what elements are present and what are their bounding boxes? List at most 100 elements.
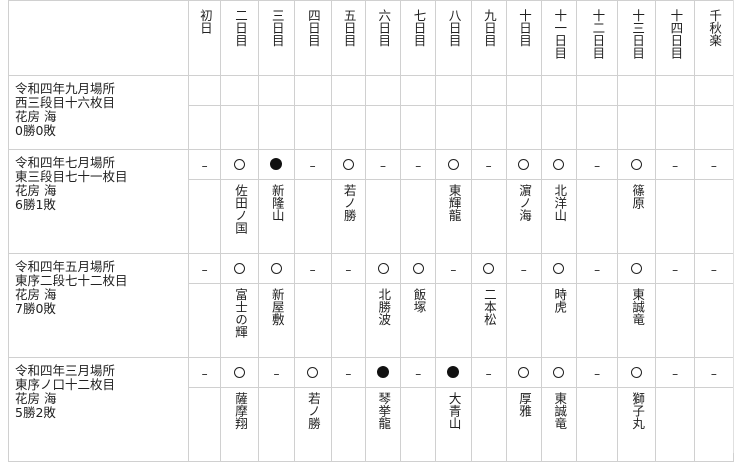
- opponent-cell: [187, 179, 222, 254]
- opponent-cell: [505, 283, 542, 358]
- basho-label-cell: 令和四年五月場所 東序二段七十二枚目 花房 海 7勝0敗: [8, 253, 189, 358]
- day-header-15: 千秋楽: [693, 0, 734, 76]
- result-cell: [364, 75, 402, 106]
- result-cell: –: [693, 357, 734, 388]
- result-cell: [220, 357, 260, 388]
- result-cell: [293, 357, 332, 388]
- result-cell: –: [576, 357, 619, 388]
- no-bout-dash: –: [380, 159, 387, 173]
- opponent-cell: [693, 105, 734, 150]
- opponent-name: 時虎: [552, 288, 568, 313]
- result-cell: –: [187, 253, 222, 284]
- win-circle-icon: [234, 263, 246, 274]
- win-circle-icon: [553, 367, 565, 378]
- result-cell: [187, 75, 222, 106]
- opponent-name: 佐田ノ国: [233, 184, 248, 234]
- result-cell: [617, 357, 657, 388]
- no-bout-dash: –: [201, 263, 208, 277]
- day-header-row: 初日 二日目 三日目 四日目 五日目 六日目 七日目 八日目 九日目 十日目 十一日目 十二日目 十三日…: [8, 0, 734, 76]
- opponent-cell: 北洋山: [540, 179, 578, 254]
- opponent-name: 北洋山: [552, 184, 568, 222]
- win-circle-icon: [412, 263, 424, 274]
- result-cell: –: [693, 253, 734, 284]
- basho-result-row: 令和四年九月場所 西三段目十六枚目 花房 海 0勝0敗: [8, 75, 734, 150]
- opponent-name: 飯塚: [411, 288, 427, 313]
- opponent-cell: [293, 283, 332, 358]
- result-cell: –: [655, 149, 695, 180]
- opponent-cell: 二本松: [470, 283, 507, 358]
- opponent-cell: 佐田ノ国: [220, 179, 260, 254]
- opponent-name: 篠原: [630, 184, 646, 209]
- no-bout-dash: –: [345, 367, 352, 381]
- record-table: 初日 二日目 三日目 四日目 五日目 六日目 七日目 八日目 九日目 十日目 十一日目 十二日目 十三日…: [8, 0, 734, 462]
- result-cell: –: [330, 357, 366, 388]
- result-cell: –: [293, 149, 332, 180]
- opponent-cell: [540, 105, 578, 150]
- loss-dot-icon: [270, 158, 283, 170]
- opponent-cell: [470, 179, 507, 254]
- no-bout-dash: –: [672, 367, 679, 381]
- day-header-14: 十四日目: [655, 0, 695, 76]
- no-bout-dash: –: [201, 367, 208, 381]
- result-cell: [435, 357, 472, 388]
- opponent-cell: [693, 387, 734, 462]
- result-cell: –: [693, 149, 734, 180]
- opponent-cell: [400, 105, 437, 150]
- no-bout-dash: –: [309, 159, 316, 173]
- opponent-cell: [364, 179, 402, 254]
- opponent-cell: 飯塚: [400, 283, 437, 358]
- win-circle-icon: [307, 367, 319, 378]
- day-header-6: 六日目: [364, 0, 402, 76]
- day-header-13: 十三日目: [617, 0, 657, 76]
- basho-name: 令和四年九月場所: [15, 81, 116, 96]
- record: 5勝2敗: [15, 405, 56, 420]
- win-circle-icon: [447, 159, 459, 170]
- result-cell: [435, 75, 472, 106]
- opponent-cell: [330, 387, 366, 462]
- opponent-cell: 薩摩翔: [220, 387, 260, 462]
- win-circle-icon: [631, 367, 643, 378]
- win-circle-icon: [631, 159, 643, 170]
- result-cell: [364, 253, 402, 284]
- win-circle-icon: [518, 159, 530, 170]
- no-bout-dash: –: [594, 367, 601, 381]
- basho-opponent-row: [9, 105, 734, 150]
- day-label: 四日目: [305, 9, 321, 47]
- opponent-name: 厚雅: [517, 392, 533, 417]
- opponent-cell: 若ノ勝: [330, 179, 366, 254]
- no-bout-dash: –: [415, 367, 422, 381]
- opponent-cell: [576, 105, 619, 150]
- result-cell: [220, 149, 260, 180]
- day-label: 十一日目: [552, 9, 568, 59]
- opponent-cell: [655, 387, 695, 462]
- shikona: 花房 海: [15, 183, 57, 198]
- opponent-cell: 時虎: [540, 283, 578, 358]
- record: 0勝0敗: [15, 123, 56, 138]
- result-cell: [364, 357, 402, 388]
- result-cell: –: [400, 149, 437, 180]
- basho-opponent-row: 富士の輝 新屋敷 北勝波 飯塚 二本松 時虎 東誠竜: [9, 283, 734, 358]
- day-label: 五日目: [341, 9, 357, 47]
- opponent-name: 北勝波: [376, 288, 392, 326]
- shikona: 花房 海: [15, 109, 57, 124]
- day-label: 二日目: [233, 9, 248, 47]
- opponent-name: 濵ノ海: [517, 184, 533, 222]
- result-cell: –: [187, 357, 222, 388]
- result-cell: –: [470, 149, 507, 180]
- win-circle-icon: [483, 263, 495, 274]
- no-bout-dash: –: [594, 263, 601, 277]
- basho-opponent-row: 薩摩翔 若ノ勝 琴挙龍 大青山 厚雅 東誠竜 獅子丸: [9, 387, 734, 462]
- result-cell: –: [330, 253, 366, 284]
- result-cell: –: [655, 357, 695, 388]
- day-label: 三日目: [269, 9, 285, 47]
- opponent-name: 獅子丸: [630, 392, 646, 430]
- opponent-name: 東誠竜: [552, 392, 568, 430]
- opponent-cell: 東輝龍: [435, 179, 472, 254]
- result-cell: –: [576, 253, 619, 284]
- basho-result-row: 令和四年三月場所 東序ノ口十二枚目 花房 海 5勝2敗 – – – – – – – –: [8, 357, 734, 462]
- day-label: 千秋楽: [707, 9, 723, 47]
- result-cell: [330, 75, 366, 106]
- result-cell: [505, 75, 542, 106]
- opponent-name: 薩摩翔: [233, 392, 248, 430]
